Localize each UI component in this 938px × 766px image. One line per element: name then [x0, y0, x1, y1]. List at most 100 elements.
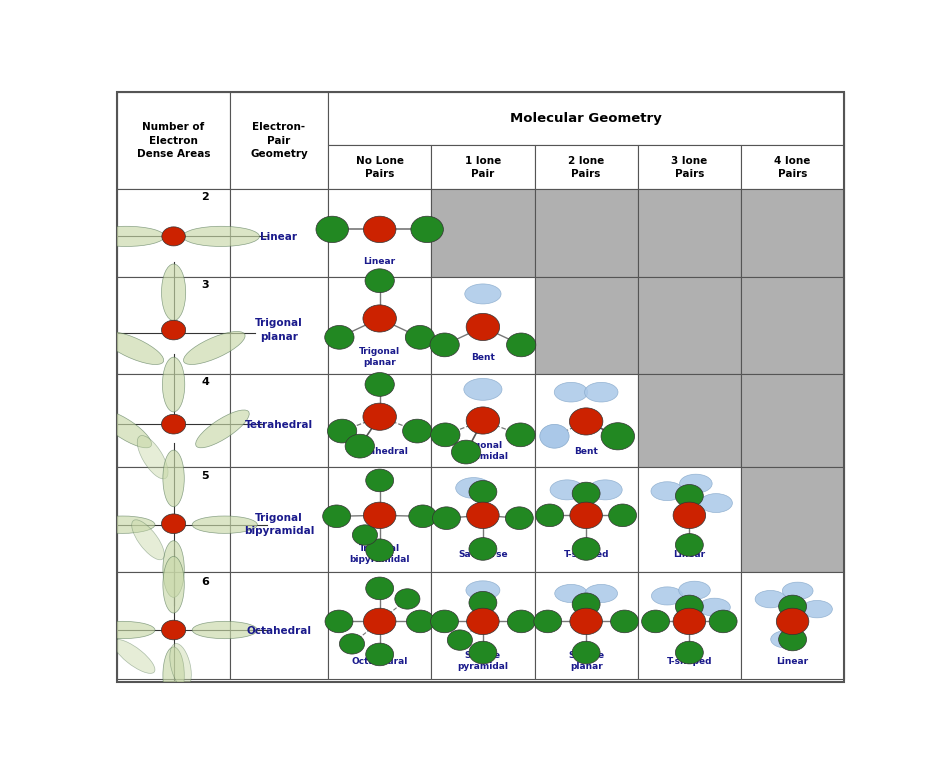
Text: 5: 5	[202, 472, 209, 482]
Text: Trigonal
planar: Trigonal planar	[359, 347, 401, 368]
FancyBboxPatch shape	[431, 189, 535, 277]
Ellipse shape	[456, 477, 492, 499]
FancyBboxPatch shape	[230, 189, 328, 277]
Ellipse shape	[554, 382, 588, 402]
Circle shape	[366, 577, 394, 600]
Text: Linear: Linear	[673, 550, 705, 558]
Circle shape	[779, 595, 807, 618]
FancyBboxPatch shape	[117, 277, 230, 374]
Circle shape	[469, 591, 497, 614]
FancyBboxPatch shape	[117, 572, 230, 679]
Ellipse shape	[102, 332, 164, 365]
Circle shape	[569, 408, 603, 435]
FancyBboxPatch shape	[638, 572, 741, 679]
FancyBboxPatch shape	[535, 374, 638, 467]
Circle shape	[363, 608, 396, 634]
Circle shape	[363, 216, 396, 243]
FancyBboxPatch shape	[741, 145, 844, 189]
Ellipse shape	[466, 581, 500, 600]
Circle shape	[572, 482, 600, 505]
Text: Linear: Linear	[364, 257, 396, 267]
Ellipse shape	[652, 587, 683, 605]
Ellipse shape	[550, 480, 584, 500]
FancyBboxPatch shape	[638, 145, 741, 189]
Circle shape	[316, 216, 349, 243]
FancyBboxPatch shape	[535, 572, 638, 679]
Ellipse shape	[679, 581, 710, 599]
FancyBboxPatch shape	[117, 189, 230, 277]
Ellipse shape	[90, 516, 155, 533]
FancyBboxPatch shape	[741, 572, 844, 679]
Circle shape	[451, 440, 481, 464]
Ellipse shape	[163, 556, 184, 613]
Circle shape	[675, 641, 704, 664]
Circle shape	[570, 608, 602, 634]
Circle shape	[162, 227, 186, 246]
Ellipse shape	[184, 332, 245, 365]
FancyBboxPatch shape	[328, 572, 431, 679]
Circle shape	[363, 403, 397, 430]
FancyBboxPatch shape	[535, 145, 638, 189]
Circle shape	[161, 320, 186, 340]
Circle shape	[673, 608, 705, 634]
Circle shape	[601, 423, 635, 450]
Circle shape	[675, 485, 704, 507]
Circle shape	[402, 419, 431, 443]
Text: 4: 4	[201, 377, 209, 388]
Circle shape	[539, 424, 569, 448]
Text: 6: 6	[201, 577, 209, 587]
Text: No Lone
Pairs: No Lone Pairs	[356, 155, 403, 178]
Ellipse shape	[464, 284, 501, 304]
Text: Trigonal
planar: Trigonal planar	[255, 319, 303, 342]
FancyBboxPatch shape	[535, 277, 638, 374]
Circle shape	[466, 502, 499, 529]
Circle shape	[779, 628, 807, 651]
Text: 3: 3	[202, 280, 209, 290]
Circle shape	[395, 589, 420, 609]
Circle shape	[572, 593, 600, 616]
Ellipse shape	[113, 640, 155, 673]
Ellipse shape	[802, 601, 832, 618]
Text: 3 lone
Pairs: 3 lone Pairs	[672, 155, 707, 178]
FancyBboxPatch shape	[638, 189, 741, 277]
FancyBboxPatch shape	[741, 277, 844, 374]
Circle shape	[406, 610, 434, 633]
FancyBboxPatch shape	[328, 277, 431, 374]
Ellipse shape	[192, 621, 257, 639]
FancyBboxPatch shape	[230, 92, 328, 189]
Text: 2: 2	[202, 192, 209, 202]
Circle shape	[609, 504, 637, 527]
Circle shape	[469, 641, 497, 664]
Circle shape	[353, 525, 377, 545]
Circle shape	[430, 333, 460, 357]
FancyBboxPatch shape	[431, 467, 535, 572]
Circle shape	[366, 539, 394, 561]
Ellipse shape	[192, 516, 257, 533]
Circle shape	[161, 514, 186, 534]
Ellipse shape	[88, 226, 164, 247]
Ellipse shape	[131, 520, 164, 560]
FancyBboxPatch shape	[328, 145, 431, 189]
FancyBboxPatch shape	[431, 145, 535, 189]
Circle shape	[469, 538, 497, 560]
Circle shape	[432, 507, 461, 529]
Circle shape	[507, 610, 536, 633]
Ellipse shape	[163, 541, 184, 597]
Circle shape	[363, 502, 396, 529]
Circle shape	[365, 269, 394, 293]
FancyBboxPatch shape	[328, 92, 844, 145]
FancyBboxPatch shape	[638, 277, 741, 374]
Text: Bent: Bent	[574, 447, 598, 456]
Ellipse shape	[700, 493, 733, 512]
Circle shape	[777, 608, 809, 634]
Ellipse shape	[170, 643, 191, 688]
Circle shape	[536, 504, 564, 527]
Circle shape	[161, 620, 186, 640]
Ellipse shape	[98, 410, 152, 448]
FancyBboxPatch shape	[328, 467, 431, 572]
Ellipse shape	[163, 647, 184, 704]
Ellipse shape	[588, 480, 622, 500]
Text: 4 lone
Pairs: 4 lone Pairs	[775, 155, 810, 178]
FancyBboxPatch shape	[431, 374, 535, 467]
Ellipse shape	[771, 630, 801, 648]
